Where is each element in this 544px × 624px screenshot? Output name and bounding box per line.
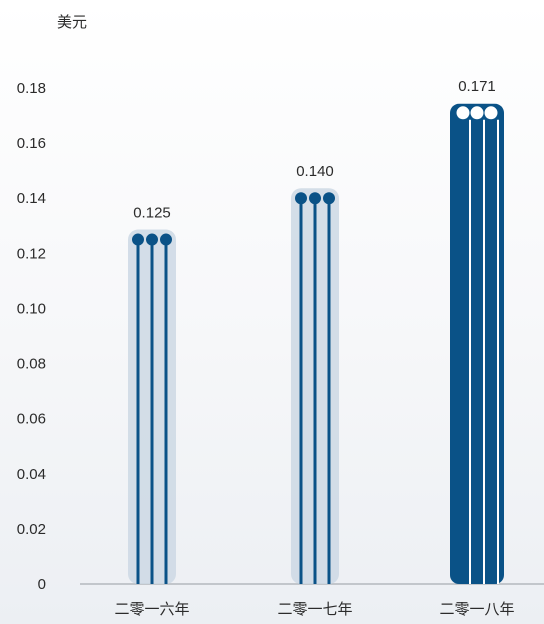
bar-pin-head <box>295 192 307 205</box>
bar: 0.140 <box>291 163 339 584</box>
y-tick-label: 0.16 <box>17 135 46 152</box>
x-category-label: 二零一七年 <box>277 601 352 618</box>
y-axis-unit: 美元 <box>57 14 87 31</box>
y-tick-label: 0.12 <box>17 245 46 262</box>
y-tick-label: 0.08 <box>17 356 46 373</box>
bar-pin-head <box>132 233 144 246</box>
bars-group: 0.125 0.140 0.171 <box>128 78 504 585</box>
y-tick-label: 0.06 <box>17 411 46 428</box>
data-label: 0.125 <box>133 205 171 222</box>
data-label: 0.140 <box>296 163 334 180</box>
y-tick-label: 0 <box>38 576 46 593</box>
x-category-label: 二零一八年 <box>439 601 514 618</box>
y-tick-label: 0.04 <box>17 466 46 483</box>
bar: 0.125 <box>128 205 176 585</box>
bar-pin-head <box>456 106 470 120</box>
bar-pin-head <box>484 106 498 120</box>
bar-pin-head <box>160 233 172 246</box>
data-label: 0.171 <box>458 78 496 95</box>
x-category-label: 二零一六年 <box>114 601 189 618</box>
bar-pin-head <box>146 233 158 246</box>
bar: 0.171 <box>450 78 504 585</box>
y-tick-label: 0.14 <box>17 190 46 207</box>
y-tick-label: 0.02 <box>17 521 46 538</box>
bar-pin-head <box>470 106 484 120</box>
bar-body <box>450 103 504 585</box>
y-tick-label: 0.18 <box>17 80 46 97</box>
y-tick-label: 0.10 <box>17 300 46 317</box>
y-axis-ticks: 0 0.02 0.04 0.06 0.08 0.10 0.12 0.14 0.16 0.18 <box>17 80 46 593</box>
bar-pin-head <box>309 192 321 205</box>
x-axis-labels: 二零一六年 二零一七年 二零一八年 <box>114 601 514 618</box>
bar-pin-head <box>323 192 335 205</box>
